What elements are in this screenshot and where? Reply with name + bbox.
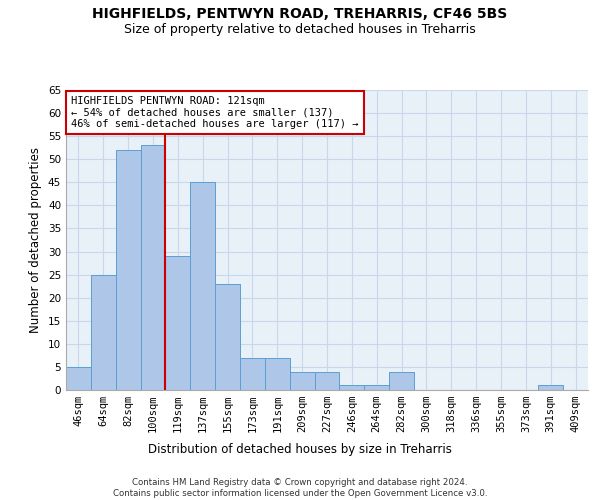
Bar — [314, 372, 340, 390]
Bar — [340, 386, 364, 390]
Bar — [66, 367, 91, 390]
Bar — [166, 256, 190, 390]
Bar — [389, 372, 414, 390]
Bar — [240, 358, 265, 390]
Bar — [538, 386, 563, 390]
Text: HIGHFIELDS PENTWYN ROAD: 121sqm
← 54% of detached houses are smaller (137)
46% o: HIGHFIELDS PENTWYN ROAD: 121sqm ← 54% of… — [71, 96, 359, 129]
Bar — [91, 274, 116, 390]
Bar — [190, 182, 215, 390]
Bar — [290, 372, 314, 390]
Bar — [116, 150, 140, 390]
Bar — [265, 358, 290, 390]
Bar — [364, 386, 389, 390]
Bar — [140, 146, 166, 390]
Text: Size of property relative to detached houses in Treharris: Size of property relative to detached ho… — [124, 22, 476, 36]
Text: Distribution of detached houses by size in Treharris: Distribution of detached houses by size … — [148, 442, 452, 456]
Y-axis label: Number of detached properties: Number of detached properties — [29, 147, 43, 333]
Bar — [215, 284, 240, 390]
Text: HIGHFIELDS, PENTWYN ROAD, TREHARRIS, CF46 5BS: HIGHFIELDS, PENTWYN ROAD, TREHARRIS, CF4… — [92, 8, 508, 22]
Text: Contains HM Land Registry data © Crown copyright and database right 2024.
Contai: Contains HM Land Registry data © Crown c… — [113, 478, 487, 498]
